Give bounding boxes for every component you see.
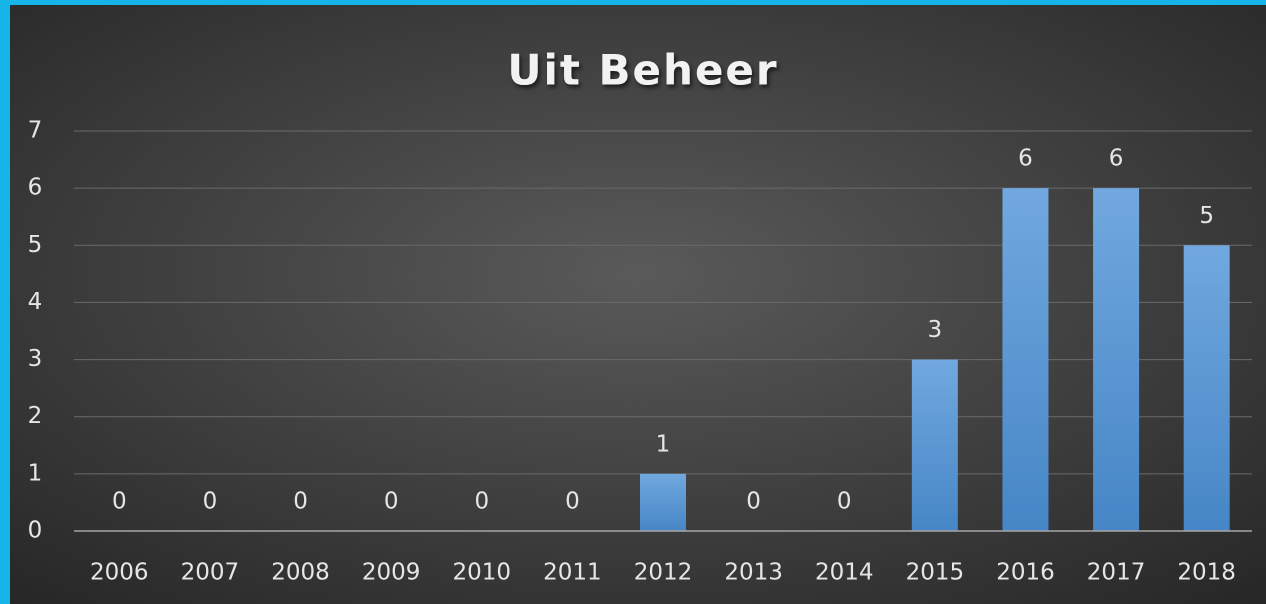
x-tick-label: 2014 xyxy=(815,560,874,586)
data-label: 0 xyxy=(746,489,761,515)
bar xyxy=(640,473,686,531)
y-tick-label: 1 xyxy=(28,460,43,486)
plot-background xyxy=(10,5,1266,604)
bar xyxy=(911,359,958,531)
x-tick-label: 2011 xyxy=(543,560,602,586)
y-tick-label: 0 xyxy=(28,518,43,544)
data-label: 6 xyxy=(1018,146,1033,172)
data-label: 0 xyxy=(565,489,580,515)
data-label: 1 xyxy=(656,431,671,457)
x-tick-label: 2017 xyxy=(1087,560,1146,586)
chart-title: Uit Beheer xyxy=(507,46,778,95)
data-label: 3 xyxy=(928,317,943,343)
data-label: 0 xyxy=(474,489,489,515)
y-tick-label: 3 xyxy=(28,346,43,372)
bar xyxy=(1093,188,1140,531)
x-tick-label: 2010 xyxy=(452,560,511,586)
x-tick-label: 2009 xyxy=(362,560,421,586)
y-tick-label: 2 xyxy=(28,403,43,429)
data-label: 5 xyxy=(1199,203,1214,229)
x-tick-label: 2007 xyxy=(181,560,240,586)
x-tick-label: 2015 xyxy=(906,560,965,586)
data-label: 0 xyxy=(112,489,127,515)
y-tick-label: 7 xyxy=(28,118,43,144)
x-tick-label: 2016 xyxy=(996,560,1055,586)
data-label: 0 xyxy=(203,489,218,515)
x-tick-label: 2006 xyxy=(90,560,149,586)
y-tick-label: 6 xyxy=(28,175,43,201)
x-tick-label: 2008 xyxy=(271,560,330,586)
y-tick-label: 4 xyxy=(28,289,43,315)
x-tick-label: 2013 xyxy=(724,560,783,586)
data-label: 6 xyxy=(1109,146,1124,172)
data-label: 0 xyxy=(384,489,399,515)
x-tick-label: 2018 xyxy=(1177,560,1236,586)
y-tick-label: 5 xyxy=(28,232,43,258)
data-label: 0 xyxy=(293,489,308,515)
bar xyxy=(1002,188,1049,531)
bar xyxy=(1183,245,1230,532)
x-tick-label: 2012 xyxy=(634,560,693,586)
data-label: 0 xyxy=(837,489,852,515)
